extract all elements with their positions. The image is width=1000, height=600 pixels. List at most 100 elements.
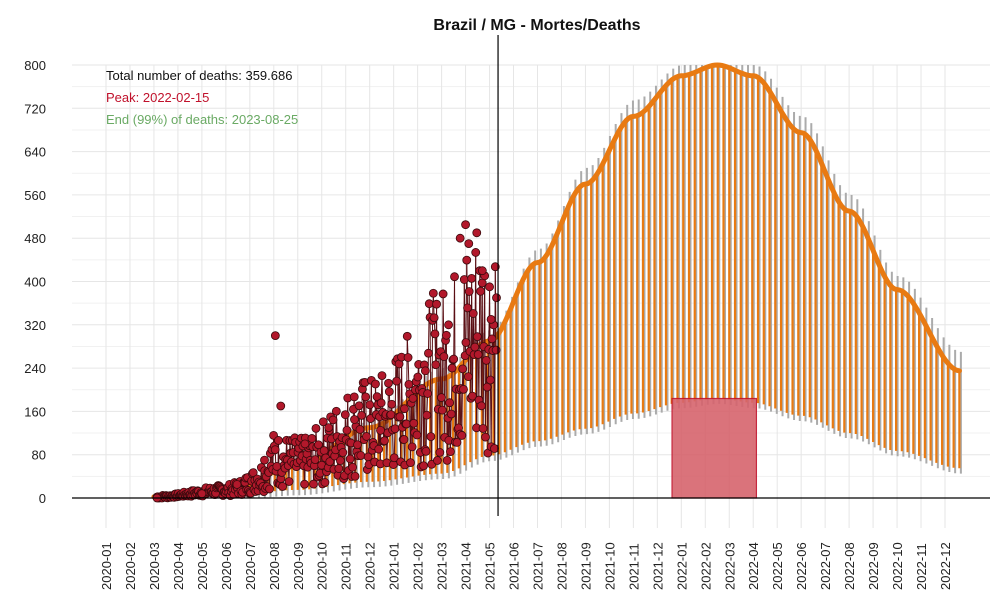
observed-point [464,287,474,296]
observed-point [318,417,328,427]
x-tick-label: 2021-09 [578,542,593,590]
observed-point [452,438,462,447]
observed-point [441,330,451,340]
observed-point [490,444,499,453]
x-tick-label: 2022-06 [794,542,809,590]
x-tick-label: 2022-07 [818,542,833,590]
observed-key-point [276,401,286,411]
observed-point [349,392,359,402]
observed-point [350,471,360,481]
x-tick-label: 2020-08 [267,542,282,590]
x-tick-label: 2022-08 [842,542,857,590]
observed-key-point [350,415,359,424]
observed-point [270,445,280,455]
observed-point [384,387,394,397]
observed-point [408,393,418,403]
observed-point [481,432,490,442]
x-tick-label: 2022-03 [722,542,737,590]
observed-point [406,458,415,468]
observed-point [320,478,330,487]
x-tick-label: 2022-10 [890,542,905,590]
observed-point [278,482,287,491]
observed-key-point [464,239,474,249]
x-tick-label: 2022-12 [938,542,953,590]
observed-key-point [486,314,496,324]
observed-point [449,354,459,364]
observed-point [468,391,477,401]
observed-point [482,382,492,392]
observed-key-point [472,228,482,238]
observed-point [365,400,375,410]
observed-point [487,334,497,344]
observed-point [437,405,447,415]
observed-link [404,423,407,465]
observed-key-point [300,439,310,449]
observed-point [491,345,501,355]
observed-point [355,425,365,434]
x-tick-label: 2022-04 [746,542,761,590]
observed-point [412,430,422,440]
observed-key-point [197,489,207,499]
uncertainty-band [154,65,962,498]
observed-point [402,419,411,429]
x-tick-labels: 2020-01 2020-02 2020-03 2020-04 2020-05 2020-… [99,542,953,590]
observed-point [437,393,446,402]
observed-point [345,454,355,464]
x-tick-label: 2020-09 [291,542,306,590]
y-tick-label: 320 [24,318,46,333]
x-tick-label: 2020-04 [171,542,186,590]
observed-point [338,448,348,457]
observed-point [328,415,338,425]
observed-point [459,275,469,284]
observed-point [432,299,441,309]
y-tick-label: 720 [24,101,46,116]
observed-point [481,355,491,365]
x-tick-label: 2021-11 [626,543,641,590]
observed-key-point [400,404,409,414]
observed-point [356,451,366,460]
annotation-peak: Peak: 2022-02-15 [106,90,209,105]
observed-link [425,415,428,452]
observed-key-point [492,293,501,303]
observed-point [447,363,457,373]
observed-point [390,424,400,434]
x-tick-label: 2020-02 [123,542,138,590]
observed-point [340,410,350,420]
y-tick-label: 560 [24,188,46,203]
observed-link [490,338,493,447]
observed-link [423,364,426,450]
observed-point [392,376,402,386]
observed-point [284,477,294,486]
observed-point [309,479,318,489]
observed-point [307,434,317,443]
observed-link [466,260,469,308]
observed-point [374,444,384,454]
y-tick-label: 0 [39,491,46,506]
observed-point [476,286,486,296]
observed-key-point [324,423,334,433]
observed-point [433,456,442,465]
peak-rect [671,397,758,499]
axes [72,35,990,516]
observed-point [471,248,481,257]
observed-point [478,424,488,433]
x-tick-label: 2020-06 [219,542,234,590]
observed-key-point [270,331,280,341]
observed-point [403,353,413,362]
observed-point [354,401,364,411]
x-tick-label: 2022-05 [770,542,785,590]
x-tick-label: 2021-07 [530,542,545,590]
observed-link [418,390,421,453]
observed-point [457,431,467,440]
observed-point [353,440,362,450]
observed-key-point [420,366,430,376]
x-tick-label: 2021-02 [411,542,426,590]
observed-point [462,255,472,265]
observed-series [152,220,501,503]
annotation-total: Total number of deaths: 359.686 [106,68,292,83]
x-tick-label: 2022-11 [914,543,929,590]
x-tick-label: 2021-08 [554,542,569,590]
observed-point [423,389,433,398]
observed-key-point [260,455,269,465]
